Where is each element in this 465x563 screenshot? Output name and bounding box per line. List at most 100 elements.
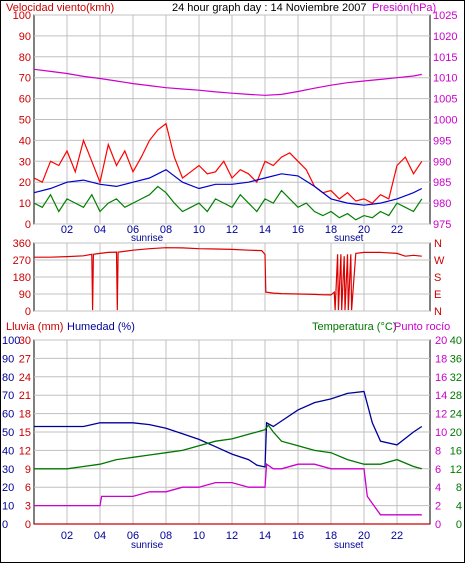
dew-y-tick-label: 0	[435, 519, 441, 531]
x-tick-label: 12	[226, 224, 238, 236]
dew-y-tick-label: 20	[435, 335, 447, 347]
dewpoint-axis-title: Punto rocío	[394, 321, 450, 333]
humidity-y-tick-label: 10	[2, 501, 14, 513]
humidity-y-tick-label: 70	[2, 390, 14, 402]
dew-y-tick-label: 10	[435, 427, 447, 439]
rain-y-tick-label: 12	[19, 445, 31, 457]
sunrise-label-top: sunrise	[131, 233, 164, 244]
dew-y-tick-label: 18	[435, 353, 447, 365]
temp-y-tick-label: 4	[456, 501, 462, 513]
x-tick-label: 06	[127, 530, 139, 542]
temp-y-tick-label: 0	[456, 519, 462, 531]
x-tick-label: 04	[94, 530, 106, 542]
compass-tick-label: W	[434, 255, 445, 267]
wind-x-axis: 02 04 06 08 10 12 14 16 18 20 22	[61, 224, 403, 236]
wind-y-tick-label: 50	[19, 115, 31, 127]
wind-y-tick-label: 30	[19, 156, 31, 168]
humidity-y-tick-label: 20	[2, 482, 14, 494]
rain-y-tick-label: 9	[25, 464, 31, 476]
pressure-y-tick-label: 1025	[433, 10, 457, 22]
rain-y-tick-label: 15	[19, 427, 31, 439]
wind-y-axis: 0 10 20 30 40 50 60 70 80 90 100	[13, 10, 31, 231]
chart-title: 24 hour graph day : 14 Noviembre 2007	[172, 2, 366, 14]
temp-y-tick-label: 28	[450, 390, 462, 402]
wind-y-tick-label: 90	[19, 31, 31, 43]
direction-y-tick-label: 0	[25, 306, 31, 318]
direction-y-tick-label: 270	[13, 255, 31, 267]
series-direction	[34, 247, 422, 311]
wind-y-tick-label: 80	[19, 52, 31, 64]
compass-tick-label: S	[434, 272, 441, 284]
temp-y-tick-label: 32	[450, 372, 462, 384]
x-tick-label: 12	[226, 530, 238, 542]
series-line	[34, 390, 423, 468]
wind-series	[33, 68, 423, 221]
humidity-grid	[34, 339, 430, 525]
wind-grid	[34, 14, 430, 225]
pressure-y-tick-label: 980	[433, 198, 451, 210]
direction-y-tick-label: 180	[13, 272, 31, 284]
series-line	[34, 463, 422, 516]
pressure-y-tick-label: 1005	[433, 94, 457, 106]
x-tick-label: 16	[292, 224, 304, 236]
x-tick-label: 22	[391, 530, 403, 542]
wind-y-tick-label: 100	[13, 10, 31, 22]
series-line	[34, 423, 422, 470]
x-tick-label: 08	[160, 224, 172, 236]
compass-tick-label: N	[434, 238, 442, 250]
dew-y-tick-label: 4	[435, 482, 441, 494]
temp-y-tick-label: 36	[450, 353, 462, 365]
wind-axis-title: Velocidad viento(kmh)	[6, 2, 114, 14]
pressure-y-tick-label: 1020	[433, 31, 457, 43]
temp-y-tick-label: 40	[450, 335, 462, 347]
pressure-y-tick-label: 1015	[433, 52, 457, 64]
wind-y-tick-label: 10	[19, 198, 31, 210]
x-tick-label: 04	[94, 224, 106, 236]
x-tick-label: 02	[61, 224, 73, 236]
sunset-label-top: sunset	[334, 233, 364, 244]
rain-y-tick-label: 27	[19, 353, 31, 365]
pressure-y-tick-label: 995	[433, 135, 451, 147]
dew-y-tick-label: 6	[435, 464, 441, 476]
sunrise-label-bottom: sunrise	[131, 540, 164, 551]
rain-y-tick-label: 18	[19, 409, 31, 421]
humidity-y-tick-label: 100	[2, 335, 20, 347]
dew-y-tick-label: 8	[435, 445, 441, 457]
humidity-series	[34, 390, 430, 525]
dew-y-tick-label: 16	[435, 372, 447, 384]
wind-y-tick-label: 60	[19, 94, 31, 106]
pressure-y-axis: 975 980 985 990 995 1000 1005 1010 1015 1020 1025	[433, 10, 457, 231]
pressure-y-tick-label: 985	[433, 177, 451, 189]
x-tick-label: 14	[259, 530, 271, 542]
pressure-axis-title: Presión(hPa)	[372, 2, 436, 14]
direction-y-axis: 0 90 180 270 360	[13, 238, 31, 318]
direction-y-tick-label: 360	[13, 238, 31, 250]
humidity-y-tick-label: 90	[2, 353, 14, 365]
humidity-axis-title: Humedad (%)	[67, 321, 135, 333]
x-tick-label: 02	[61, 530, 73, 542]
x-tick-label: 18	[325, 224, 337, 236]
temp-y-tick-label: 20	[450, 427, 462, 439]
rain-y-tick-label: 3	[25, 501, 31, 513]
humidity-y-tick-label: 50	[2, 427, 14, 439]
rain-y-tick-label: 21	[19, 390, 31, 402]
compass-tick-label: N	[434, 306, 442, 318]
wind-y-tick-label: 40	[19, 135, 31, 147]
humidity-y-tick-label: 40	[2, 445, 14, 457]
temp-y-tick-label: 16	[450, 445, 462, 457]
pressure-y-tick-label: 1000	[433, 115, 457, 127]
temp-y-tick-label: 12	[450, 464, 462, 476]
sunset-label-bottom: sunset	[334, 540, 364, 551]
dew-y-tick-label: 12	[435, 409, 447, 421]
humidity-y-tick-label: 80	[2, 372, 14, 384]
series-wind-low	[33, 185, 423, 221]
rain-axis-title: Lluvia (mm)	[6, 321, 63, 333]
series-pressure	[33, 68, 422, 96]
rain-y-tick-label: 6	[25, 482, 31, 494]
humidity-y-tick-label: 30	[2, 464, 14, 476]
x-tick-label: 10	[193, 224, 205, 236]
